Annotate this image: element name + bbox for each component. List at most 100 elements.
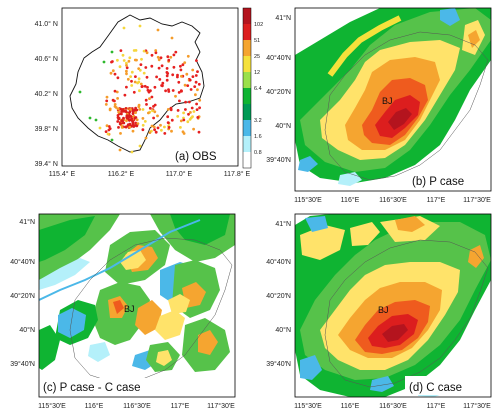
station-dot <box>125 119 128 123</box>
station-dot <box>178 99 181 103</box>
station-dot <box>166 55 170 59</box>
station-dot <box>125 85 128 89</box>
station-dot <box>116 97 119 100</box>
station-dot <box>179 119 183 123</box>
station-dot <box>104 103 108 106</box>
station-dot <box>107 128 111 132</box>
station-dot <box>164 89 168 93</box>
station-dot <box>125 66 129 70</box>
panel-a-frame <box>61 7 239 167</box>
station-dot <box>110 138 114 142</box>
station-dot <box>138 144 142 148</box>
station-dot <box>119 132 122 135</box>
panel-d-label: (d) C case <box>409 382 462 394</box>
station-dot <box>154 49 158 52</box>
station-dot <box>131 120 135 124</box>
station-dot <box>113 99 116 103</box>
station-dot <box>163 132 167 135</box>
station-dot <box>117 110 121 114</box>
station-dot <box>171 73 175 77</box>
station-dot <box>113 72 117 76</box>
panel-d-label-box <box>405 376 490 395</box>
station-dot <box>157 58 161 62</box>
station-dot <box>156 28 160 32</box>
cb-label: 25 <box>254 54 260 60</box>
cb-swatch <box>243 40 251 56</box>
station-dot <box>172 65 176 69</box>
precip-field <box>295 8 491 186</box>
station-dot <box>148 106 152 110</box>
colorbar: 102 51 25 12 6.4 3.2 1.6 0.8 <box>242 7 263 169</box>
station-dot <box>150 64 154 68</box>
station-dot <box>156 126 160 130</box>
station-dot <box>194 93 197 97</box>
station-dot <box>105 124 109 128</box>
station-dot <box>135 118 139 122</box>
station-dot <box>145 51 149 55</box>
station-dot <box>172 53 176 57</box>
station-dot <box>133 58 137 62</box>
station-dot <box>184 108 187 111</box>
station-dot <box>130 150 134 154</box>
station-dot <box>141 85 144 88</box>
station-dot <box>144 136 148 140</box>
y-tick: 39°40′N <box>266 360 291 368</box>
station-dot <box>150 95 154 99</box>
panel-a-obs: 115.4° E 116.2° E 117.0° E 117.8° E 41.0… <box>35 7 263 178</box>
station-dot <box>120 112 123 116</box>
station-dot <box>135 108 139 112</box>
station-dot <box>159 123 162 127</box>
x-tick: 115.4° E <box>49 170 76 178</box>
station-dot <box>130 70 134 74</box>
station-dot <box>135 124 139 128</box>
station-dot <box>139 63 143 66</box>
station-dot <box>116 120 120 123</box>
station-dot <box>155 75 159 79</box>
station-dot <box>125 64 128 67</box>
station-dot <box>123 93 127 97</box>
station-dot <box>151 109 154 113</box>
station-dot <box>108 107 112 111</box>
y-tick: 41.0° N <box>35 20 58 28</box>
y-tick: 39.8° N <box>35 125 58 133</box>
y-tick: 40°20′N <box>266 88 291 96</box>
station-dot <box>180 89 183 93</box>
station-dot <box>196 88 199 92</box>
x-tick: 115°30′E <box>294 196 322 204</box>
x-tick: 117°E <box>427 196 446 204</box>
panel-c-xticks: 115°30′E 116°E 116°30′E 117°E 117°30′E <box>38 402 235 410</box>
station-dot <box>116 107 120 111</box>
cb-swatch <box>243 152 251 168</box>
panel-b-label: (b) P case <box>412 176 464 188</box>
station-dot <box>150 124 154 128</box>
station-dot <box>147 111 150 115</box>
station-dot <box>167 88 170 92</box>
station-dot <box>153 128 157 132</box>
station-dot <box>187 112 190 116</box>
station-dot <box>152 116 156 120</box>
cb-swatch <box>243 72 251 88</box>
station-dot <box>140 57 143 61</box>
x-tick: 117°30′E <box>463 196 491 204</box>
station-dot <box>102 60 106 64</box>
station-dot <box>183 61 187 64</box>
y-tick: 39°40′N <box>266 156 291 164</box>
station-dot <box>195 102 199 106</box>
y-tick: 39.4° N <box>35 160 58 168</box>
station-dot <box>182 118 186 122</box>
station-dot <box>188 78 192 82</box>
station-dot <box>110 50 114 54</box>
station-dot <box>132 109 136 112</box>
station-dot <box>129 118 133 121</box>
panel-a-xticks: 115.4° E 116.2° E 117.0° E 117.8° E <box>49 170 251 178</box>
station-dot <box>148 97 151 100</box>
station-dot <box>169 55 173 59</box>
station-dot <box>191 115 194 118</box>
station-dot <box>128 125 132 129</box>
panel-c-yticks: 41°N 40°40′N 40°20′N 40°N 39°40′N <box>10 218 35 368</box>
station-dot <box>195 108 199 111</box>
station-dot <box>125 72 128 76</box>
station-dot <box>129 75 133 78</box>
station-dot <box>165 74 169 78</box>
station-dot <box>117 126 120 129</box>
